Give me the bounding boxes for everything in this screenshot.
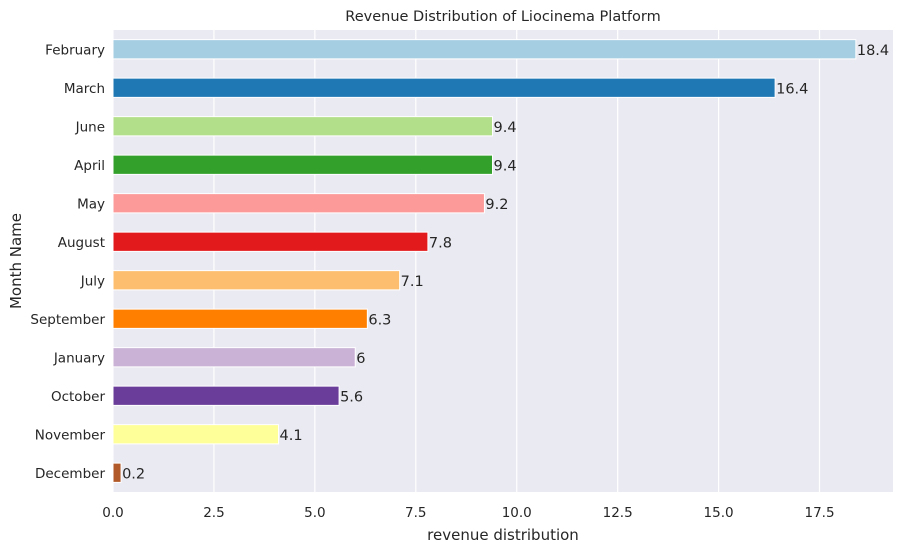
bar-may bbox=[112, 193, 485, 214]
value-label-february: 18.4 bbox=[857, 43, 889, 59]
x-tick-label: 10.0 bbox=[502, 505, 532, 521]
x-tick-label: 15.0 bbox=[704, 505, 734, 521]
y-tick-label-february: February bbox=[45, 42, 105, 58]
value-labels: 18.4 16.4 9.4 9.4 9.2 7.8 7.1 6.3 6 5.6 4.1 0.2 bbox=[122, 43, 889, 483]
bar-october bbox=[112, 385, 340, 406]
y-tick-label-november: November bbox=[35, 427, 106, 443]
bar-february bbox=[112, 39, 857, 60]
bar-november bbox=[112, 424, 280, 445]
value-label-december: 0.2 bbox=[122, 466, 145, 482]
value-label-july: 7.1 bbox=[401, 274, 424, 290]
y-axis-title: Month Name bbox=[7, 213, 25, 309]
grid-lines bbox=[112, 30, 821, 492]
bar-june bbox=[112, 116, 494, 137]
y-tick-label-march: March bbox=[64, 81, 105, 97]
bar-july bbox=[112, 270, 401, 291]
bar-march bbox=[112, 77, 776, 98]
value-label-october: 5.6 bbox=[340, 389, 363, 405]
y-tick-label-april: April bbox=[74, 158, 105, 174]
chart-title: Revenue Distribution of Liocinema Platfo… bbox=[345, 9, 660, 25]
x-tick-label: 7.5 bbox=[405, 505, 426, 521]
value-label-may: 9.2 bbox=[485, 197, 508, 213]
y-tick-label-september: September bbox=[30, 312, 105, 328]
x-tick-label: 12.5 bbox=[603, 505, 633, 521]
x-tick-label: 5.0 bbox=[304, 505, 325, 521]
value-label-august: 7.8 bbox=[429, 235, 452, 251]
bar-january bbox=[112, 347, 356, 368]
value-label-march: 16.4 bbox=[776, 81, 808, 97]
x-tick-label: 2.5 bbox=[203, 505, 224, 521]
y-tick-label-july: July bbox=[80, 273, 105, 289]
bars bbox=[112, 39, 857, 483]
y-tick-label-august: August bbox=[58, 235, 105, 251]
value-label-november: 4.1 bbox=[280, 428, 303, 444]
plot-area bbox=[113, 30, 893, 492]
value-label-april: 9.4 bbox=[494, 158, 517, 174]
value-label-june: 9.4 bbox=[494, 120, 517, 136]
y-tick-label-october: October bbox=[51, 389, 105, 405]
value-label-september: 6.3 bbox=[368, 312, 391, 328]
x-tick-label: 17.5 bbox=[804, 505, 834, 521]
x-tick-labels: 0.0 2.5 5.0 7.5 10.0 12.5 15.0 17.5 bbox=[102, 505, 834, 521]
y-tick-label-january: January bbox=[53, 350, 105, 366]
bar-april bbox=[112, 154, 494, 175]
y-tick-label-december: December bbox=[35, 466, 105, 482]
y-tick-labels: February March June April May August July Septe… bbox=[30, 42, 105, 482]
value-label-january: 6 bbox=[356, 351, 365, 367]
bar-september bbox=[112, 308, 368, 329]
x-axis-title: revenue distribution bbox=[427, 526, 579, 544]
y-tick-label-june: June bbox=[75, 119, 105, 135]
bar-august bbox=[112, 231, 429, 252]
y-tick-label-may: May bbox=[77, 196, 105, 212]
bar-december bbox=[112, 462, 122, 483]
x-tick-label: 0.0 bbox=[102, 505, 123, 521]
